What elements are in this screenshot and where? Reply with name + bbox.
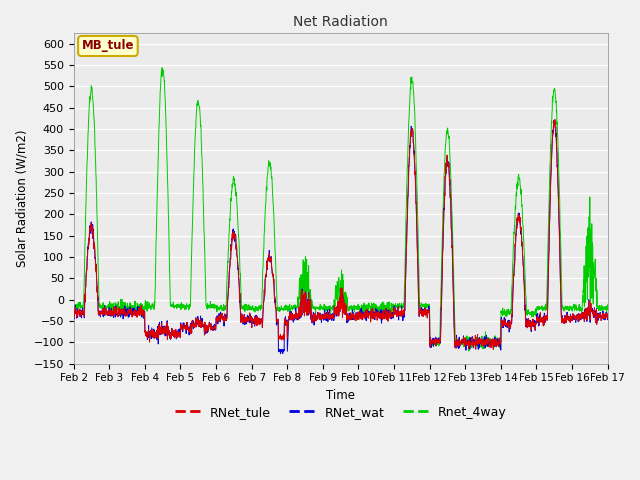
X-axis label: Time: Time — [326, 389, 355, 402]
Legend: RNet_tule, RNet_wat, Rnet_4way: RNet_tule, RNet_wat, Rnet_4way — [170, 401, 512, 424]
Y-axis label: Solar Radiation (W/m2): Solar Radiation (W/m2) — [15, 130, 28, 267]
Title: Net Radiation: Net Radiation — [293, 15, 388, 29]
Text: MB_tule: MB_tule — [82, 39, 134, 52]
